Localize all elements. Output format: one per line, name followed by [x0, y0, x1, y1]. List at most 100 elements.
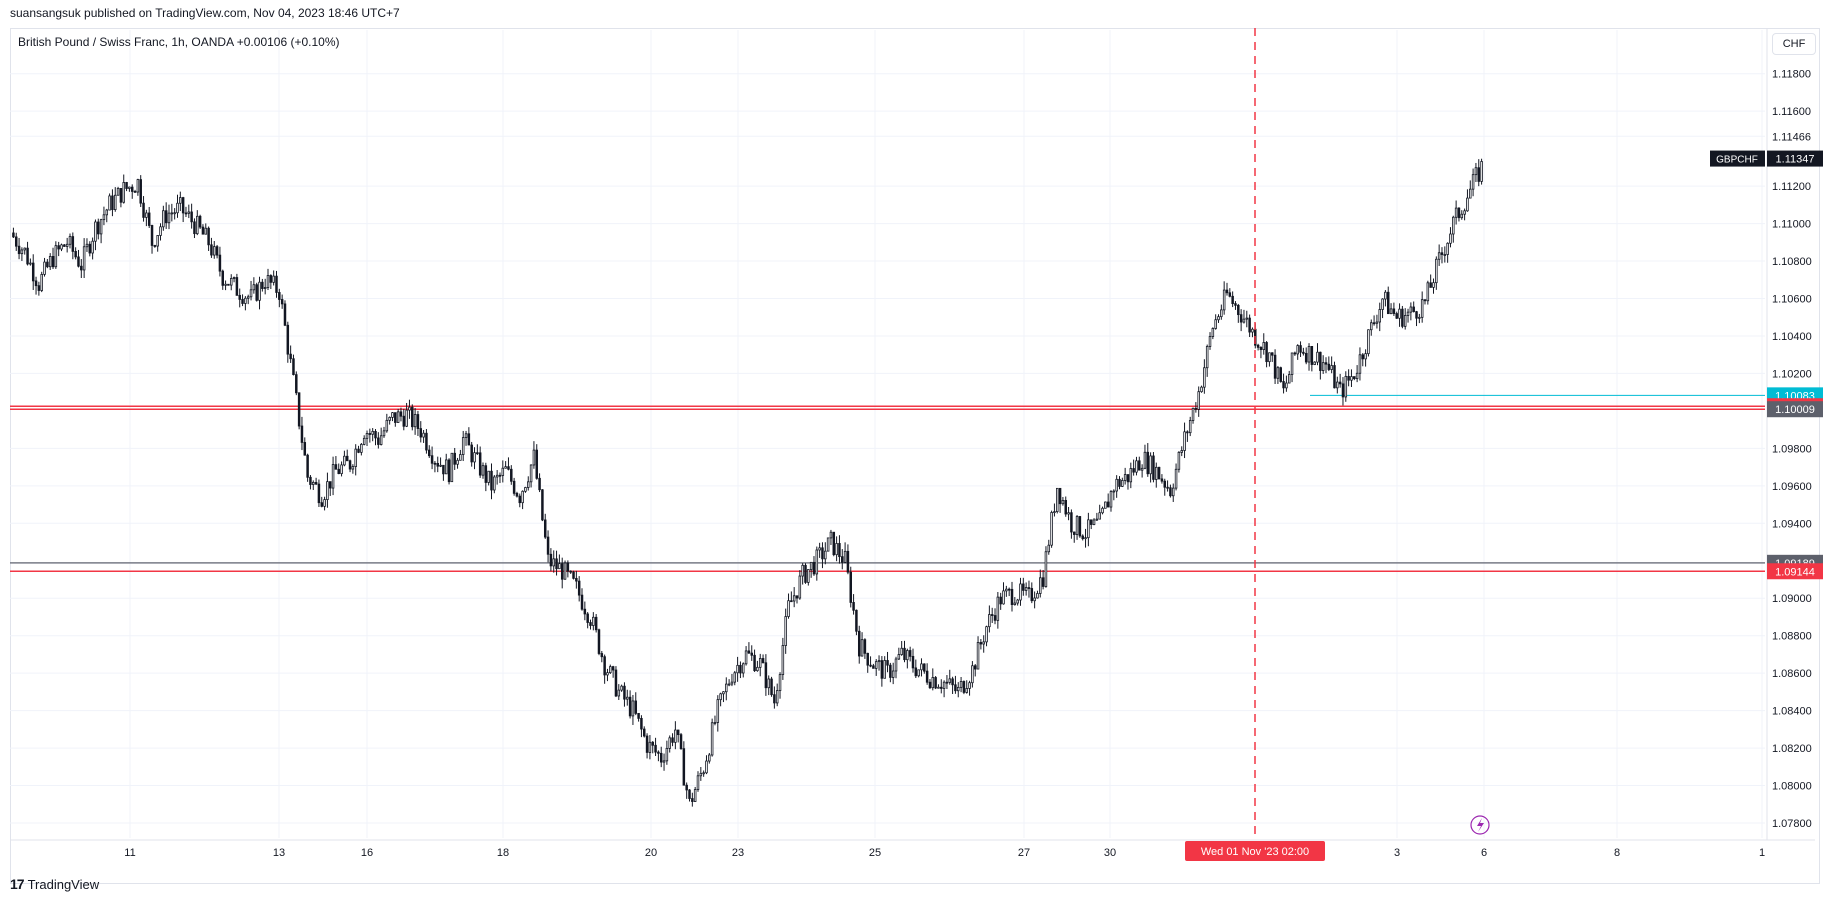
- candle-body: [1355, 372, 1359, 380]
- candle-body: [368, 433, 372, 435]
- candle-body: [439, 464, 442, 467]
- candle-body: [1239, 314, 1243, 323]
- candle-body: [490, 470, 493, 491]
- candle-body: [1316, 351, 1319, 363]
- candle-body: [979, 642, 983, 645]
- candle-body: [1019, 583, 1022, 601]
- price-label-text: 1.10009: [1775, 404, 1815, 416]
- candle-body: [1109, 491, 1113, 508]
- candle-body: [857, 630, 861, 657]
- candle-body: [1211, 328, 1215, 337]
- x-tick-label: 23: [732, 847, 744, 859]
- candle-body: [1186, 431, 1189, 434]
- candle-body: [815, 549, 819, 575]
- candle-body: [566, 562, 570, 572]
- candle-body: [1056, 487, 1059, 513]
- y-tick-label: 1.11600: [1772, 106, 1811, 118]
- candle-body: [365, 433, 369, 439]
- currency-button[interactable]: CHF: [1772, 33, 1816, 55]
- candle-body: [1138, 460, 1141, 471]
- y-tick-label: 1.08400: [1772, 706, 1812, 718]
- candle-body: [846, 550, 850, 573]
- candle-body: [176, 202, 179, 214]
- candle-body: [758, 658, 762, 668]
- candle-body: [1095, 518, 1099, 521]
- candle-body: [1222, 289, 1226, 311]
- candle-body: [1234, 303, 1237, 306]
- candle-body: [1101, 507, 1104, 514]
- candle-body: [272, 275, 275, 283]
- candle-body: [812, 561, 816, 575]
- y-tick-label: 1.08200: [1772, 743, 1812, 755]
- candle-body: [388, 416, 391, 421]
- candle-body: [739, 664, 742, 674]
- candle-body: [1149, 455, 1152, 475]
- candle-body: [954, 684, 957, 692]
- candle-body: [1279, 367, 1282, 382]
- candle-body: [275, 275, 278, 293]
- x-tick-label: 27: [1018, 847, 1030, 859]
- candle-body: [99, 219, 103, 235]
- candle-body: [1183, 431, 1186, 451]
- candle-body: [464, 433, 468, 438]
- candle-body: [57, 245, 60, 250]
- candle-body: [416, 414, 420, 429]
- candle-body: [993, 615, 997, 621]
- candle-body: [903, 647, 906, 661]
- candle-body: [1466, 197, 1469, 212]
- candle-body: [1341, 383, 1345, 398]
- candle-body: [1457, 207, 1461, 219]
- candle-body: [1112, 490, 1116, 493]
- candle-body: [1477, 167, 1481, 182]
- candle-body: [1007, 588, 1011, 591]
- candle-body: [1378, 309, 1381, 323]
- x-tick-label: 8: [1614, 847, 1620, 859]
- candle-body: [931, 677, 935, 689]
- candle-body: [569, 570, 572, 573]
- candle-body: [229, 278, 233, 286]
- candle-body: [634, 700, 638, 714]
- tradingview-footer[interactable]: 17 TradingView: [10, 876, 99, 892]
- candle-body: [309, 476, 312, 485]
- candle-body: [515, 492, 519, 497]
- candle-body: [1070, 512, 1073, 533]
- candle-body: [957, 686, 960, 692]
- candle-body: [159, 226, 162, 236]
- candle-body: [1361, 354, 1365, 360]
- candle-body: [756, 666, 759, 672]
- candle-body: [405, 409, 408, 427]
- candle-body: [631, 700, 635, 717]
- x-tick-label: 6: [1481, 847, 1487, 859]
- candle-body: [945, 681, 949, 684]
- candle-body: [74, 250, 77, 258]
- candle-body: [1463, 210, 1466, 215]
- candle-body: [459, 454, 462, 461]
- candle-body: [886, 660, 889, 666]
- candle-body: [1050, 512, 1053, 546]
- candle-body: [450, 452, 454, 483]
- candle-body: [982, 641, 985, 645]
- candle-body: [829, 531, 833, 539]
- candle-body: [408, 406, 411, 411]
- candle-body: [937, 686, 940, 689]
- y-tick-label: 1.11800: [1772, 69, 1811, 81]
- candle-body: [295, 374, 298, 394]
- candle-body: [125, 182, 128, 189]
- candle-body: [1384, 291, 1387, 300]
- crosshair-date-label: Wed 01 Nov '23 02:00: [1201, 846, 1309, 858]
- candle-body: [1251, 328, 1254, 333]
- candle-body: [552, 558, 555, 567]
- lightning-icon[interactable]: [1470, 815, 1490, 835]
- candle-body: [665, 747, 669, 762]
- candle-body: [722, 691, 725, 695]
- candle-body: [337, 468, 340, 475]
- candle-body: [990, 614, 994, 616]
- candle-body: [105, 209, 109, 216]
- symbol-badge: [1710, 150, 1765, 167]
- candle-body: [535, 449, 538, 479]
- candle-body: [855, 609, 858, 632]
- candle-body: [23, 247, 26, 251]
- candle-body: [580, 594, 584, 610]
- candle-body: [874, 661, 878, 669]
